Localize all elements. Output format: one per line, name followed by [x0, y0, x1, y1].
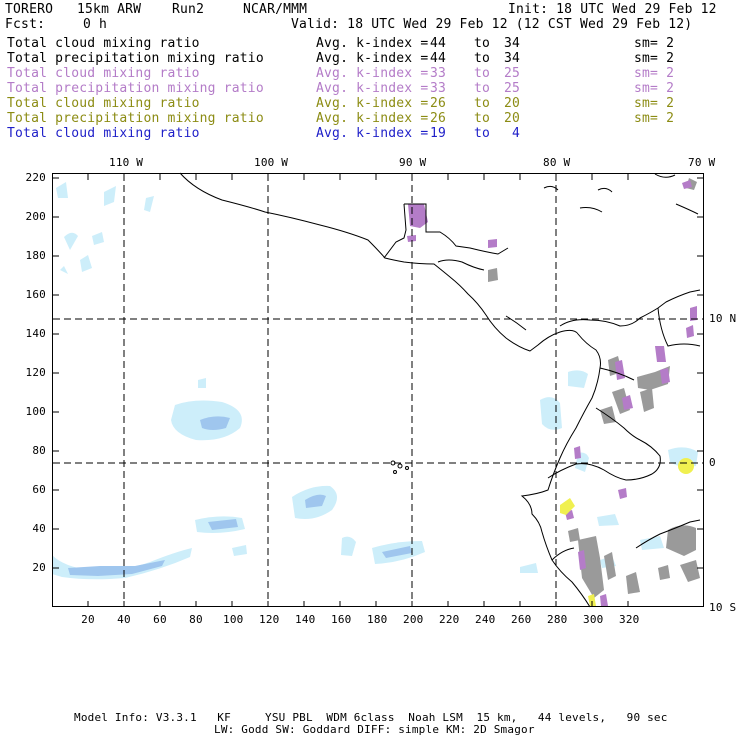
x-tick-label: 20 — [81, 613, 95, 626]
legend-avg-label-3: Avg. k-index = — [316, 81, 429, 96]
legend-smoothing-2: sm= 2 — [634, 66, 675, 81]
legend-to-4: to — [474, 96, 491, 111]
y-tick-label: 100 — [25, 405, 46, 418]
x-tick-label: 120 — [259, 613, 280, 626]
model-info: Model Info: V3.3.1 KF YSU PBL WDM 6class… — [74, 711, 668, 724]
x-tick-label: 80 — [189, 613, 203, 626]
organization: NCAR/MMM — [243, 2, 308, 17]
legend-smoothing-3: sm= 2 — [634, 81, 675, 96]
legend-k-end-5: 20 — [504, 111, 521, 126]
legend-k-start-3: 33 — [430, 81, 447, 96]
y-tick-label: 120 — [25, 366, 46, 379]
legend-k-end-4: 20 — [504, 96, 521, 111]
legend-smoothing-4: sm= 2 — [634, 96, 675, 111]
legend-field-0: Total cloud mixing ratio — [7, 36, 200, 51]
legend-avg-label-2: Avg. k-index = — [316, 66, 429, 81]
legend-k-start-1: 44 — [430, 51, 447, 66]
legend-to-0: to — [474, 36, 491, 51]
legend-field-5: Total precipitation mixing ratio — [7, 111, 264, 126]
x-tick-label: 140 — [295, 613, 316, 626]
x-tick-label: 300 — [583, 613, 604, 626]
forecast-hour: 0 h — [83, 17, 108, 32]
legend-smoothing-0: sm= 2 — [634, 36, 675, 51]
legend-k-end-2: 25 — [504, 66, 521, 81]
coastlines — [179, 172, 701, 608]
run-label: Run2 — [172, 2, 205, 17]
lon-label-70w: 70 W — [688, 156, 716, 169]
legend-k-start-0: 44 — [430, 36, 447, 51]
model-resolution: 15km ARW — [77, 2, 142, 17]
physics-info: LW: Godd SW: Goddard DIFF: simple KM: 2D… — [214, 723, 535, 736]
lon-label-80w: 80 W — [543, 156, 571, 169]
legend-to-2: to — [474, 66, 491, 81]
lat-label-10n: 10 N — [709, 312, 737, 325]
lon-label-110w: 110 W — [109, 156, 144, 169]
y-tick-label: 160 — [25, 288, 46, 301]
y-tick-label: 40 — [32, 522, 46, 535]
graticule — [53, 174, 703, 606]
legend-k-end-3: 25 — [504, 81, 521, 96]
init-time: Init: 18 UTC Wed 29 Feb 12 — [508, 2, 717, 17]
mid-blue-shading — [68, 416, 412, 576]
legend-avg-label-5: Avg. k-index = — [316, 111, 429, 126]
lon-label-90w: 90 W — [399, 156, 427, 169]
legend-k-end-0: 34 — [504, 36, 521, 51]
x-tick-label: 160 — [331, 613, 352, 626]
legend-smoothing-1: sm= 2 — [634, 51, 675, 66]
x-tick-label: 100 — [223, 613, 244, 626]
y-tick-label: 140 — [25, 327, 46, 340]
x-tick-label: 40 — [117, 613, 131, 626]
legend-k-end-1: 34 — [504, 51, 521, 66]
x-tick-label: 240 — [475, 613, 496, 626]
legend-k-start-6: 19 — [430, 126, 447, 141]
legend-field-6: Total cloud mixing ratio — [7, 126, 200, 141]
legend-field-4: Total cloud mixing ratio — [7, 96, 200, 111]
x-tick-label: 260 — [511, 613, 532, 626]
gray-shading — [488, 178, 700, 598]
forecast-label: Fcst: — [5, 17, 46, 32]
y-tick-label: 60 — [32, 483, 46, 496]
y-tick-label: 80 — [32, 444, 46, 457]
legend-to-3: to — [474, 81, 491, 96]
map-frame — [52, 173, 704, 607]
legend-to-6: to — [474, 126, 491, 141]
x-tick-label: 220 — [439, 613, 460, 626]
lat-label-10s: 10 S — [709, 601, 737, 614]
legend-k-start-4: 26 — [430, 96, 447, 111]
x-tick-label: 200 — [403, 613, 424, 626]
legend-to-1: to — [474, 51, 491, 66]
x-tick-label: 60 — [153, 613, 167, 626]
legend-k-start-5: 26 — [430, 111, 447, 126]
yellow-shading — [560, 458, 694, 606]
legend-field-1: Total precipitation mixing ratio — [7, 51, 264, 66]
x-tick-label: 180 — [367, 613, 388, 626]
x-tick-label: 320 — [619, 613, 640, 626]
legend-to-5: to — [474, 111, 491, 126]
legend-field-3: Total precipitation mixing ratio — [7, 81, 264, 96]
light-blue-shading — [52, 182, 698, 580]
valid-time: Valid: 18 UTC Wed 29 Feb 12 (12 CST Wed … — [291, 17, 693, 32]
y-tick-label: 20 — [32, 561, 46, 574]
legend-smoothing-5: sm= 2 — [634, 111, 675, 126]
legend-avg-label-1: Avg. k-index = — [316, 51, 429, 66]
lat-label-0: 0 — [709, 456, 716, 469]
legend-avg-label-4: Avg. k-index = — [316, 96, 429, 111]
y-tick-label: 180 — [25, 249, 46, 262]
y-tick-label: 220 — [25, 171, 46, 184]
legend-avg-label-6: Avg. k-index = — [316, 126, 429, 141]
legend-field-2: Total cloud mixing ratio — [7, 66, 200, 81]
legend-k-end-6: 4 — [511, 126, 520, 141]
lon-label-100w: 100 W — [254, 156, 289, 169]
legend-k-start-2: 33 — [430, 66, 447, 81]
x-tick-label: 280 — [547, 613, 568, 626]
purple-shading — [407, 180, 697, 606]
model-name: TORERO — [5, 2, 54, 17]
y-tick-label: 200 — [25, 210, 46, 223]
legend-avg-label-0: Avg. k-index = — [316, 36, 429, 51]
